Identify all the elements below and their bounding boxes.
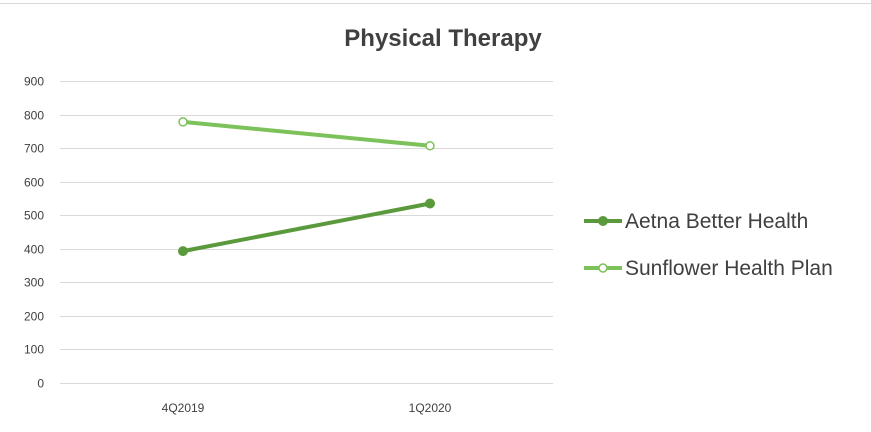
y-tick-label: 500 [24,209,44,223]
y-tick-label: 700 [24,142,44,156]
data-point-sunflower-health-plan-1q2020 [425,141,435,151]
legend: Aetna Better Health Sunflower Health Plan [584,210,833,280]
series-line-sunflower-health-plan [181,119,432,148]
y-tick-label: 800 [24,109,44,123]
y-tick-label: 900 [24,75,44,89]
legend-swatch-marker-sunflower-health-plan [598,263,608,273]
chart-title: Physical Therapy [344,25,542,52]
y-tick-label: 300 [24,276,44,290]
data-point-sunflower-health-plan-4q2019 [178,117,188,127]
y-tick-label: 100 [24,343,44,357]
series-line-aetna-better-health [181,201,432,254]
y-tick-label: 400 [24,243,44,257]
y-tick-label: 600 [24,176,44,190]
y-axis-tick-labels: 0 100 200 300 400 500 600 700 800 900 [24,75,44,391]
gridlines [60,81,553,384]
x-tick-label: 1Q2020 [409,401,452,415]
legend-swatch-marker-aetna-better-health [598,216,608,226]
y-tick-label: 200 [24,310,44,324]
x-axis-tick-labels: 4Q2019 1Q2020 [162,401,452,415]
x-tick-label: 4Q2019 [162,401,205,415]
legend-label-sunflower-health-plan: Sunflower Health Plan [625,257,833,280]
data-point-aetna-better-health-4q2019 [178,246,188,257]
data-point-aetna-better-health-1q2020 [425,198,435,209]
legend-label-aetna-better-health: Aetna Better Health [625,210,808,233]
y-tick-label: 0 [37,377,44,391]
data-series [178,117,435,257]
